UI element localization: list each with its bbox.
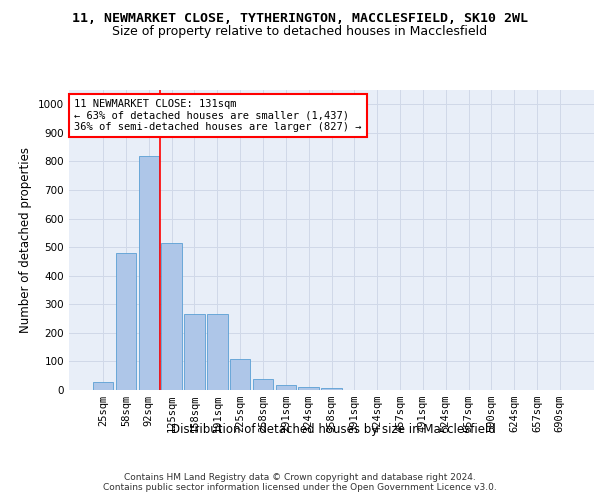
Bar (139, 156, 159, 390)
Bar (298, 387, 319, 390)
Text: Contains HM Land Registry data © Crown copyright and database right 2024.
Contai: Contains HM Land Registry data © Crown c… (103, 472, 497, 492)
Bar (253, 380, 273, 390)
Bar (275, 385, 296, 390)
Y-axis label: Number of detached properties: Number of detached properties (19, 147, 32, 333)
Bar (116, 253, 136, 390)
Text: Size of property relative to detached houses in Macclesfield: Size of property relative to detached ho… (112, 25, 488, 38)
Text: 11, NEWMARKET CLOSE, TYTHERINGTON, MACCLESFIELD, SK10 2WL: 11, NEWMARKET CLOSE, TYTHERINGTON, MACCL… (72, 12, 528, 26)
Text: 11 NEWMARKET CLOSE: 131sqm
← 63% of detached houses are smaller (1,437)
36% of s: 11 NEWMARKET CLOSE: 131sqm ← 63% of deta… (74, 99, 362, 132)
Bar (207, 314, 227, 390)
Bar (161, 243, 182, 390)
Bar (230, 358, 250, 390)
Bar (321, 388, 342, 390)
Text: Distribution of detached houses by size in Macclesfield: Distribution of detached houses by size … (170, 422, 496, 436)
Bar (184, 314, 205, 390)
Bar (93, 382, 113, 390)
